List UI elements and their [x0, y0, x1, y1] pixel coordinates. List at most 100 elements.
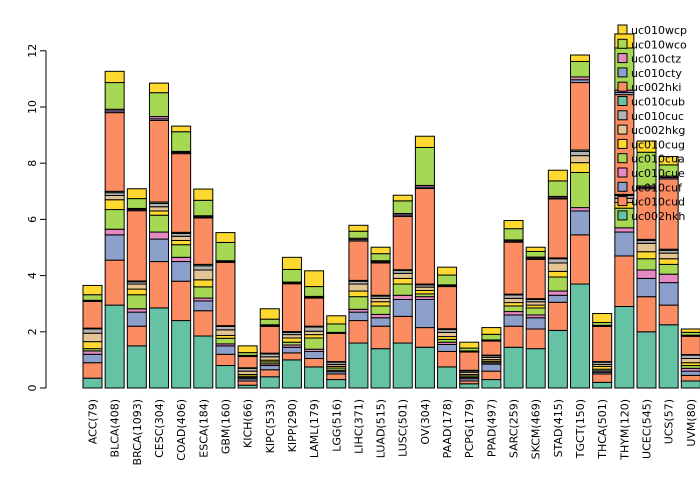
x-tick-label: ESCA(184)	[197, 399, 210, 458]
bar-segment-uc010cug	[126, 288, 147, 296]
x-tick-label: UVM(80)	[685, 399, 698, 447]
bar-segment-uc010cud	[193, 310, 214, 337]
bar-stacks	[82, 33, 700, 389]
bar-segment-uc010wco	[215, 241, 236, 262]
bar-stack	[148, 82, 169, 389]
bar-segment-uc002hkh	[104, 304, 125, 389]
bar-segment-uc010cua	[193, 286, 214, 299]
bar-segment-uc002hkg	[525, 301, 546, 306]
bar-segment-uc002hkg	[259, 356, 280, 361]
bar-segment-uc002hki	[592, 325, 613, 363]
bar-segment-uc010wcp	[259, 308, 280, 320]
bar-segment-uc010wcp	[392, 194, 413, 202]
bar-segment-uc010cug	[414, 289, 435, 295]
x-tick-label: LUSC(501)	[397, 399, 410, 457]
bar-segment-uc010cue	[171, 256, 192, 263]
bar-segment-uc010cua	[215, 337, 236, 345]
bar-stack	[437, 266, 458, 389]
x-tick-label: PAAD(178)	[441, 399, 454, 458]
bar-segment-uc010cua	[126, 294, 147, 310]
bar-segment-uc002hkg	[680, 357, 700, 364]
x-tick-label: LUAD(515)	[375, 399, 388, 458]
bar-segment-uc010cud	[658, 304, 679, 326]
legend-item: uc010cud	[617, 196, 685, 209]
bar-segment-uc010wcp	[680, 328, 700, 333]
bar-segment-uc010wcp	[237, 345, 258, 354]
bar-segment-uc002hkh	[193, 335, 214, 389]
legend-item: uc010cua	[617, 153, 685, 166]
bar-segment-uc002hkg	[82, 332, 103, 343]
bar-stack	[525, 246, 546, 389]
bar-stack	[326, 315, 347, 389]
bar-segment-uc010wco	[82, 294, 103, 301]
bar-segment-uc010cuc	[215, 325, 236, 331]
bar-segment-uc010cud	[592, 373, 613, 383]
bar-segment-uc010cuf	[148, 238, 169, 263]
bar-segment-uc002hkh	[126, 345, 147, 389]
bar-segment-uc010wcp	[459, 341, 480, 349]
legend-item: uc010cuf	[617, 181, 683, 194]
bar-segment-uc002hkh	[592, 381, 613, 389]
bar-segment-uc002hkh	[636, 331, 657, 389]
bar-segment-uc010wcp	[570, 54, 591, 62]
bar-segment-uc010wcp	[348, 224, 369, 232]
legend-item: uc002hki	[617, 81, 681, 94]
bar-segment-uc010cue	[570, 207, 591, 212]
bar-segment-uc010cua	[525, 307, 546, 316]
bar-stack	[570, 54, 591, 389]
bar-segment-uc010cua	[148, 214, 169, 233]
bar-segment-uc010wcp	[215, 232, 236, 243]
legend-swatch	[617, 138, 628, 149]
bar-segment-uc002hkg	[148, 206, 169, 212]
bar-segment-uc010cue	[82, 350, 103, 355]
legend-swatch	[617, 67, 628, 78]
bar-segment-uc010wco	[126, 198, 147, 209]
bar-segment-uc002hkh	[82, 377, 103, 389]
bar-segment-uc010cug	[570, 162, 591, 173]
x-tick-label: STAD(415)	[552, 399, 565, 457]
legend-item: uc010cug	[617, 138, 685, 151]
bar-segment-uc010cud	[680, 374, 700, 382]
bar-segment-uc010cua	[171, 244, 192, 258]
bar-segment-uc010cuf	[171, 261, 192, 282]
bar-segment-uc010cuf	[680, 370, 700, 376]
bar-segment-uc010cud	[82, 362, 103, 379]
bar-segment-uc010wcp	[481, 327, 502, 335]
bar-segment-uc010wco	[392, 200, 413, 214]
bar-segment-uc002hki	[237, 356, 258, 369]
x-tick-label: SARC(259)	[508, 399, 521, 458]
bar-segment-uc010cua	[636, 258, 657, 271]
x-tick-label: LIHC(371)	[352, 399, 365, 454]
bar-segment-uc010cuf	[193, 300, 214, 312]
x-tick-label: THYM(120)	[618, 399, 631, 461]
bar-segment-uc002hkh	[570, 283, 591, 389]
bar-segment-uc010cuf	[437, 343, 458, 352]
bar-segment-uc010cuf	[570, 210, 591, 236]
bar-segment-uc010wco	[547, 180, 568, 197]
bar-segment-uc010cud	[481, 370, 502, 381]
bar-segment-uc010cuf	[304, 350, 325, 359]
bar-segment-uc002hkh	[259, 376, 280, 389]
bar-segment-uc002hkg	[237, 370, 258, 376]
bar-segment-uc010cud	[215, 353, 236, 367]
x-tick-label: BRCA(1093)	[131, 399, 144, 465]
bar-segment-uc010cuf	[348, 311, 369, 322]
bar-segment-uc002hki	[392, 215, 413, 271]
bar-segment-uc010cuf	[547, 294, 568, 303]
bar-segment-uc002hkg	[370, 297, 391, 303]
x-axis-labels: ACC(79) BLCA(408) BRCA(1093) CESC(304) COAD(…	[87, 399, 698, 465]
bar-segment-uc010cug	[370, 301, 391, 307]
bar-segment-uc010cud	[304, 357, 325, 368]
bar-segment-uc010cug	[104, 199, 125, 211]
bar-segment-uc010wco	[326, 323, 347, 333]
legend-label: uc010cud	[631, 196, 685, 209]
bar-segment-uc010cue	[370, 313, 391, 319]
legend-item: uc010cub	[617, 96, 685, 109]
bar-segment-uc010wcp	[104, 70, 125, 84]
bar-segment-uc002hkh	[547, 329, 568, 389]
bar-segment-uc010cua	[503, 305, 524, 313]
y-axis: 0 2 4 6 8 10 12	[26, 44, 47, 392]
bar-segment-uc010cud	[126, 325, 147, 347]
legend-label: uc010cug	[631, 138, 685, 151]
bar-segment-uc002hkh	[370, 348, 391, 389]
